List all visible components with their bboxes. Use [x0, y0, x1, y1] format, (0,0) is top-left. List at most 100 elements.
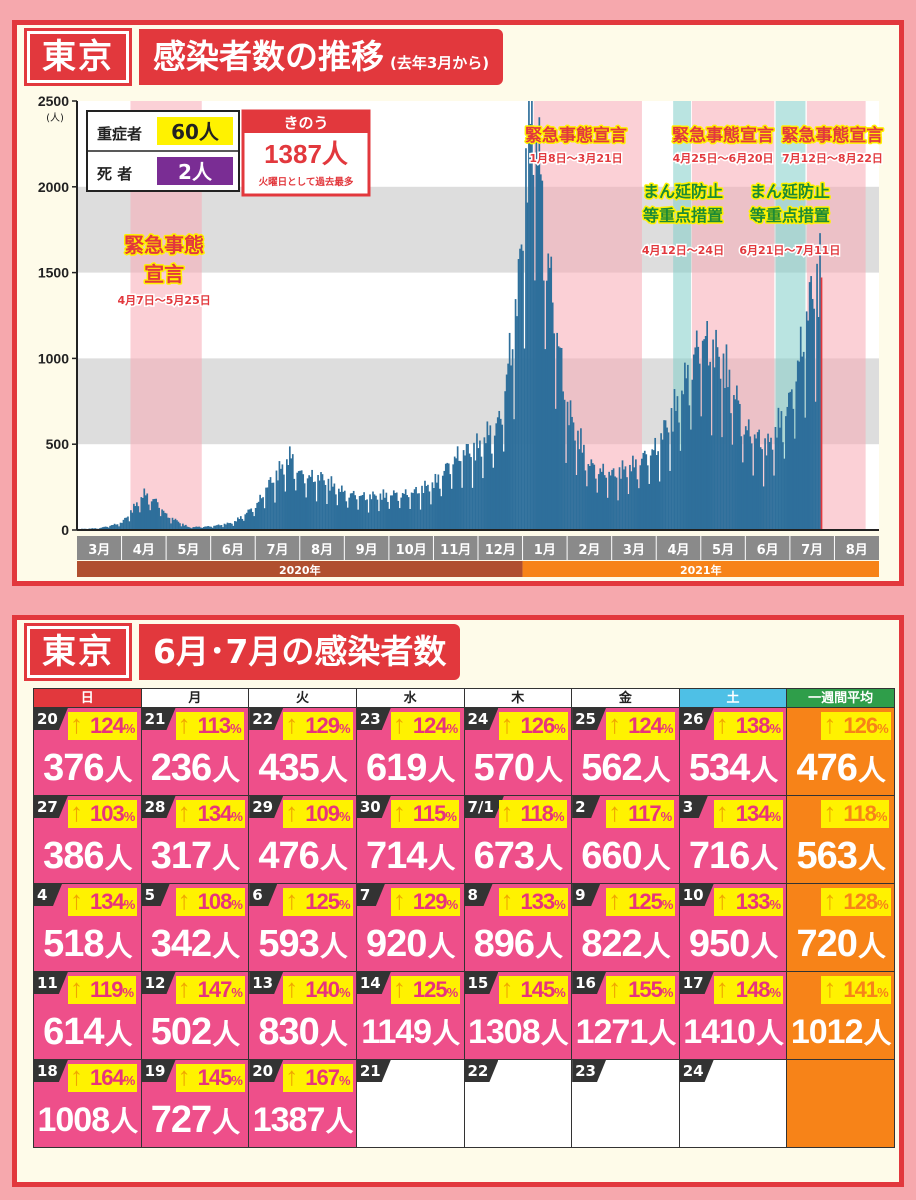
- chart-bar: [525, 148, 527, 530]
- chart-bar: [718, 356, 720, 530]
- chart-bar: [434, 473, 437, 530]
- chart-bar: [278, 461, 281, 530]
- month-label: 5月: [177, 543, 199, 558]
- chart-bar: [127, 516, 129, 530]
- chart-bar: [360, 495, 362, 530]
- case-count-unit: 人: [319, 755, 348, 786]
- chart-bar: [673, 389, 676, 530]
- chart-bar: [110, 525, 113, 530]
- chart-bar: [150, 501, 153, 530]
- case-count-value: 570: [473, 747, 535, 789]
- chart-bar: [430, 504, 432, 530]
- chart-bar: [600, 471, 603, 530]
- ratio-unit: %: [231, 1073, 243, 1088]
- chart-bar: [646, 465, 649, 530]
- chart-bar: [608, 471, 610, 530]
- chart-bar: [632, 455, 634, 530]
- ratio-badge: 134%: [713, 798, 784, 828]
- ratio-value: 103: [90, 801, 125, 826]
- case-count: 376人: [36, 744, 139, 795]
- case-count-unit: 人: [642, 843, 671, 874]
- ratio-badge: 126%: [498, 710, 568, 740]
- case-count: 716人: [682, 832, 785, 883]
- case-count-value: 614: [43, 1011, 104, 1053]
- chart-bar: [433, 487, 435, 530]
- chart-bar: [419, 509, 422, 530]
- chart-bar: [698, 363, 701, 530]
- ratio-badge: 134%: [175, 798, 245, 828]
- case-count: 1008人: [36, 1096, 139, 1146]
- chart-bar: [443, 470, 446, 530]
- day-header: 月: [141, 688, 250, 708]
- case-count-unit: 人: [648, 1018, 676, 1049]
- chart-bar: [560, 347, 563, 530]
- chart-bar: [502, 451, 505, 530]
- chart-bar: [741, 462, 744, 530]
- chart-bar: [193, 527, 196, 530]
- chart-bar: [542, 280, 545, 530]
- month-label: 4月: [133, 543, 155, 558]
- chart-bar: [107, 527, 110, 530]
- day-header: 土: [679, 688, 788, 708]
- chart-bar: [161, 509, 163, 530]
- chart-bar: [750, 443, 753, 530]
- chart-bar: [412, 493, 414, 530]
- chart-bar: [222, 527, 224, 530]
- chart-bar: [274, 502, 276, 530]
- chart-bar: [327, 478, 330, 530]
- chart-bar: [510, 365, 512, 530]
- chart-bar: [792, 408, 795, 530]
- chart-bar: [340, 485, 343, 530]
- chart-bar: [456, 446, 459, 530]
- weekly-average-cell: 141% 1012人: [787, 972, 895, 1060]
- ratio-badge: 133%: [498, 886, 568, 916]
- chart-bar: [498, 410, 501, 530]
- chart-bar: [152, 499, 155, 530]
- week-row: 20124%376人21113%236人22129%435人23124%619人…: [33, 708, 895, 796]
- chart-bar: [532, 174, 535, 531]
- chart-bar: [287, 465, 290, 530]
- chart-bar: [300, 470, 303, 530]
- chart-bar: [614, 476, 616, 530]
- chart-bar: [164, 512, 166, 530]
- chart-bar: [113, 523, 116, 530]
- chart-bar: [487, 435, 490, 530]
- chart-bar: [724, 387, 726, 530]
- case-count-unit: 人: [212, 1107, 240, 1138]
- ratio-unit: %: [660, 809, 673, 824]
- ratio-value: 113: [197, 713, 231, 738]
- ratio-value: 125: [628, 889, 663, 914]
- chart-bar: [733, 395, 735, 530]
- case-count-unit: 人: [212, 755, 240, 786]
- month-label: 3月: [623, 543, 645, 558]
- chart-bar: [253, 516, 256, 530]
- case-count-unit: 人: [110, 1106, 138, 1137]
- ratio-value: 129: [305, 713, 340, 738]
- date-label: 12: [142, 972, 176, 994]
- weekly-average-cell: 126% 476人: [787, 708, 895, 796]
- chart-bar: [444, 463, 447, 530]
- chart-bar: [283, 474, 285, 530]
- chart-bar: [115, 524, 117, 530]
- date-label: 27: [34, 796, 68, 818]
- chart-bar: [156, 502, 159, 530]
- chart-bar: [489, 425, 492, 530]
- chart-bar: [210, 526, 212, 530]
- chart-bar: [691, 379, 694, 530]
- chart-bar: [547, 253, 550, 531]
- day-cell: 25124%562人: [572, 708, 680, 796]
- ratio-badge: 124%: [390, 710, 461, 740]
- calendar-table: 日月火水木金土一週間平均20124%376人21113%236人22129%43…: [33, 688, 895, 1148]
- chart-bar: [633, 467, 636, 530]
- case-count-unit: 人: [857, 755, 886, 786]
- ratio-value: 145: [197, 1065, 233, 1090]
- chart-bar: [256, 502, 258, 530]
- day-cell: 17148%1410人: [679, 972, 788, 1060]
- day-cell: 6 125% 593人: [249, 884, 357, 972]
- chart-bar: [596, 492, 599, 530]
- month-label: 12月: [485, 543, 516, 558]
- chart-bar: [758, 429, 760, 530]
- ratio-unit: %: [661, 721, 674, 736]
- chart-bar: [562, 391, 564, 530]
